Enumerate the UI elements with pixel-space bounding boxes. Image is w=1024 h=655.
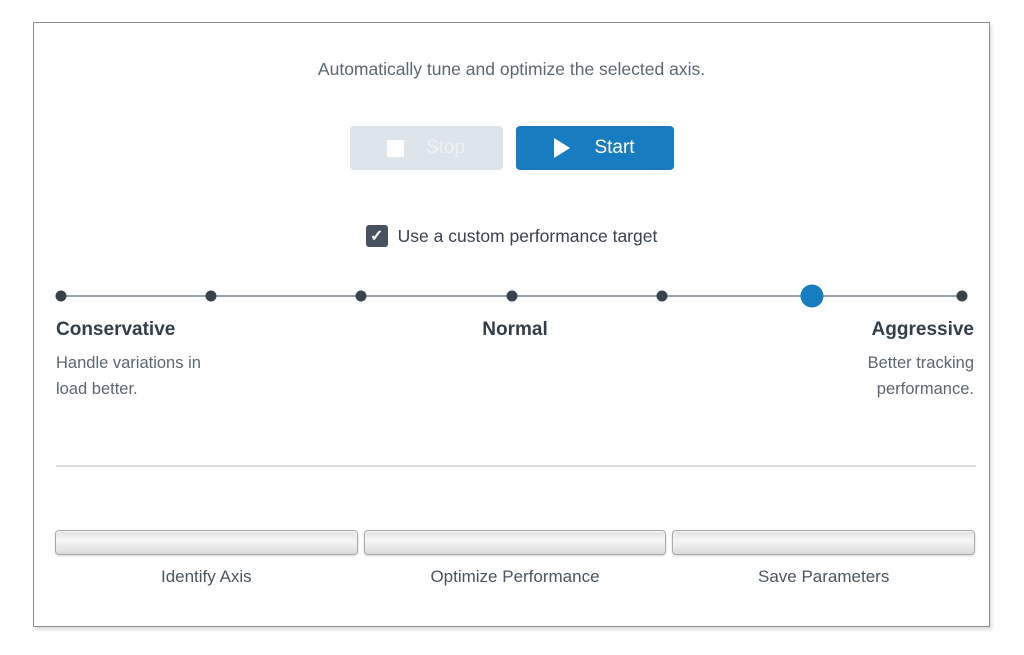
progress-bar — [672, 530, 976, 555]
slider-dot-6[interactable] — [956, 290, 968, 302]
progress-step: Save Parameters — [672, 530, 976, 587]
slider-handle[interactable] — [800, 284, 824, 308]
slider-dot-1[interactable] — [205, 290, 217, 302]
section-divider — [56, 465, 976, 467]
performance-slider[interactable] — [55, 284, 968, 308]
custom-target-label: Use a custom performance target — [397, 225, 658, 246]
start-button[interactable]: Start — [515, 126, 674, 170]
progress-step-label: Save Parameters — [758, 567, 890, 586]
slider-labels: Conservative Handle variations in load b… — [56, 319, 974, 402]
slider-dot-2[interactable] — [355, 290, 367, 302]
progress-step: Identify Axis — [55, 530, 358, 587]
slider-dot-4[interactable] — [656, 290, 668, 302]
conservative-description: Handle variations in load better. — [56, 354, 201, 398]
aggressive-title: Aggressive — [871, 319, 974, 340]
conservative-title: Conservative — [56, 319, 176, 340]
start-button-label: Start — [594, 137, 635, 158]
normal-title: Normal — [482, 319, 548, 340]
stop-icon — [386, 139, 404, 157]
custom-target-row: ✓ Use a custom performance target — [34, 225, 989, 247]
progress-step: Optimize Performance — [363, 530, 667, 587]
aggressive-label-group: Aggressive Better tracking performance. — [668, 319, 974, 402]
stop-button-label: Stop — [425, 137, 466, 158]
progress-steps: Identify Axis Optimize Performance Save Pa… — [55, 530, 976, 587]
conservative-label-group: Conservative Handle variations in load b… — [56, 319, 362, 402]
slider-dot-3[interactable] — [506, 290, 517, 302]
play-icon — [554, 138, 571, 158]
tune-controls: Stop Start — [34, 126, 989, 170]
progress-bar — [363, 530, 667, 555]
progress-step-label: Optimize Performance — [430, 567, 600, 586]
progress-bar — [55, 530, 358, 555]
aggressive-description: Better tracking performance. — [867, 354, 974, 398]
progress-step-label: Identify Axis — [160, 567, 252, 586]
slider-dot-0[interactable] — [55, 290, 67, 302]
panel-instruction: Automatically tune and optimize the sele… — [317, 59, 706, 79]
stop-button[interactable]: Stop — [349, 126, 503, 170]
custom-target-checkbox[interactable]: ✓ — [365, 225, 388, 247]
normal-label-group: Normal — [362, 319, 668, 402]
auto-tune-panel: Automatically tune and optimize the sele… — [33, 22, 990, 627]
checkmark-icon: ✓ — [369, 228, 384, 245]
